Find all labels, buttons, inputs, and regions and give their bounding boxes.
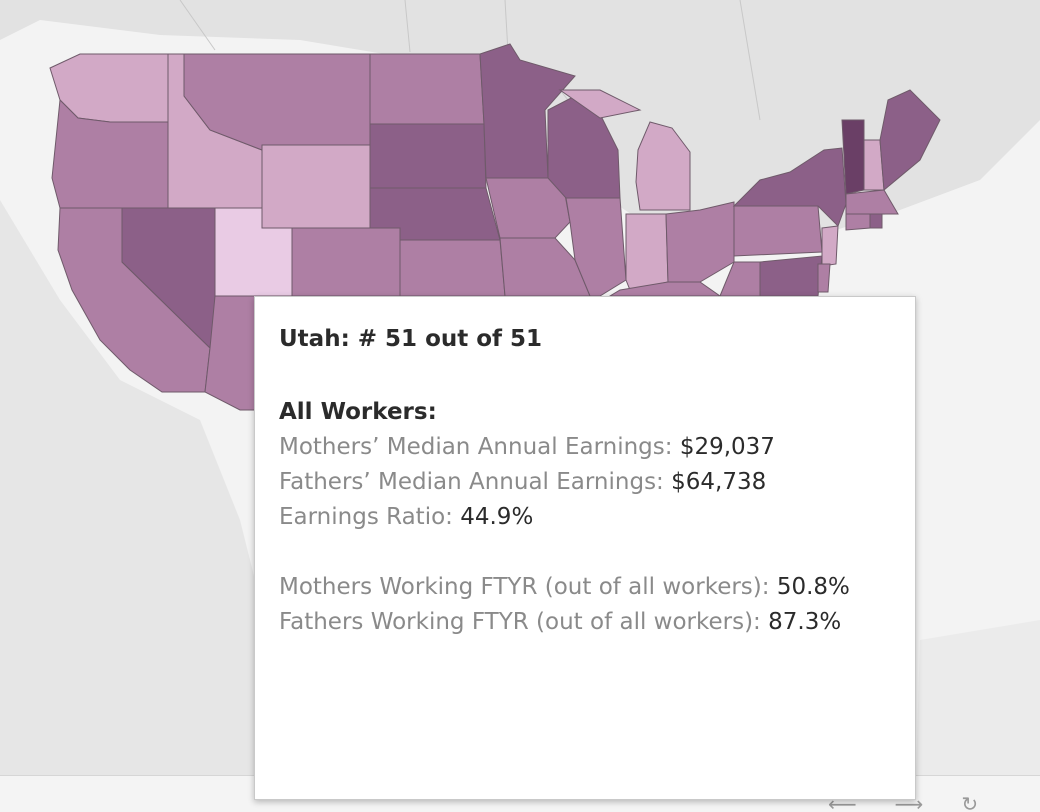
earnings-ratio-label: Earnings Ratio:: [279, 504, 461, 530]
state-colorado[interactable]: [291, 227, 401, 297]
fathers-earnings-label: Fathers’ Median Annual Earnings:: [279, 469, 672, 495]
fathers-earnings-row: Fathers’ Median Annual Earnings: $64,738: [279, 465, 891, 500]
state-maryland[interactable]: [759, 255, 823, 297]
state-indiana[interactable]: [625, 213, 669, 291]
state-delaware[interactable]: [817, 263, 831, 293]
mothers-ftyr-value: 50.8%: [776, 574, 850, 600]
state-kentucky[interactable]: [608, 281, 722, 297]
state-new-york[interactable]: [732, 147, 847, 227]
fathers-ftyr-row: Fathers Working FTYR (out of all workers…: [279, 605, 891, 640]
state-wyoming[interactable]: [261, 144, 371, 229]
state-new-jersey[interactable]: [821, 225, 839, 267]
ocean-land: [916, 620, 1040, 775]
state-massachusetts[interactable]: [845, 189, 899, 215]
tooltip-title: Utah: # 51 out of 51: [279, 326, 543, 352]
mothers-ftyr-row: Mothers Working FTYR (out of all workers…: [279, 570, 891, 605]
state-rhode-island[interactable]: [869, 213, 883, 229]
earnings-ratio-value: 44.9%: [460, 504, 534, 530]
earnings-ratio-row: Earnings Ratio: 44.9%: [279, 500, 891, 535]
state-connecticut[interactable]: [845, 213, 871, 231]
mothers-earnings-value: $29,037: [679, 434, 775, 460]
state-michigan[interactable]: [558, 89, 691, 211]
reset-icon[interactable]: ↻: [961, 792, 979, 812]
fathers-earnings-value: $64,738: [671, 469, 767, 495]
state-tooltip: Utah: # 51 out of 51 All Workers: Mother…: [254, 296, 916, 800]
state-vermont[interactable]: [841, 119, 865, 195]
border-lines: [179, 0, 761, 141]
mothers-ftyr-label: Mothers Working FTYR (out of all workers…: [279, 574, 777, 600]
fathers-ftyr-label: Fathers Working FTYR (out of all workers…: [279, 609, 769, 635]
state-south-dakota[interactable]: [369, 123, 487, 189]
state-minnesota[interactable]: [479, 43, 576, 179]
fathers-ftyr-value: 87.3%: [768, 609, 842, 635]
tooltip-section-heading: All Workers:: [279, 399, 437, 425]
state-pennsylvania[interactable]: [733, 205, 823, 257]
tooltip-spacer: [279, 535, 891, 570]
mexico-land: [0, 200, 260, 812]
state-kansas[interactable]: [399, 239, 506, 297]
mothers-earnings-row: Mothers’ Median Annual Earnings: $29,037: [279, 430, 891, 465]
state-north-dakota[interactable]: [369, 53, 485, 125]
mothers-earnings-label: Mothers’ Median Annual Earnings:: [279, 434, 680, 460]
